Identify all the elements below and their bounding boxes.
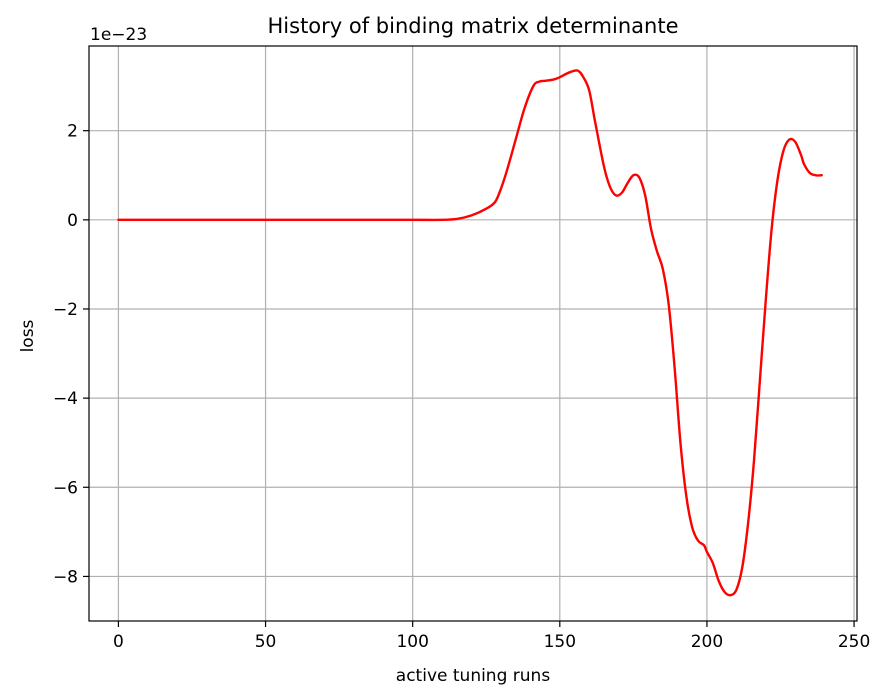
chart-title: History of binding matrix determinante <box>268 14 679 38</box>
x-tick-label: 100 <box>396 632 428 652</box>
y-tick-label: −8 <box>53 567 78 587</box>
x-tick-label: 200 <box>691 632 723 652</box>
x-tick-label: 150 <box>544 632 576 652</box>
ticks: 0 50 100 150 200 250 −8 −6 −4 −2 0 2 <box>53 122 870 652</box>
y-tick-label: −4 <box>53 389 78 409</box>
series-line <box>117 69 823 597</box>
series-layer <box>117 69 823 597</box>
x-tick-label: 0 <box>113 632 124 652</box>
x-axis-label: active tuning runs <box>396 666 551 686</box>
y-tick-label: 2 <box>67 122 78 142</box>
y-tick-label: −2 <box>53 300 78 320</box>
y-tick-label: 0 <box>67 211 78 231</box>
x-tick-label: 50 <box>255 632 277 652</box>
x-tick-label: 250 <box>838 632 870 652</box>
y-axis-label: loss <box>18 319 38 352</box>
y-offset-label: 1e−23 <box>90 25 147 45</box>
y-tick-label: −6 <box>53 478 78 498</box>
plot-frame <box>88 45 858 622</box>
